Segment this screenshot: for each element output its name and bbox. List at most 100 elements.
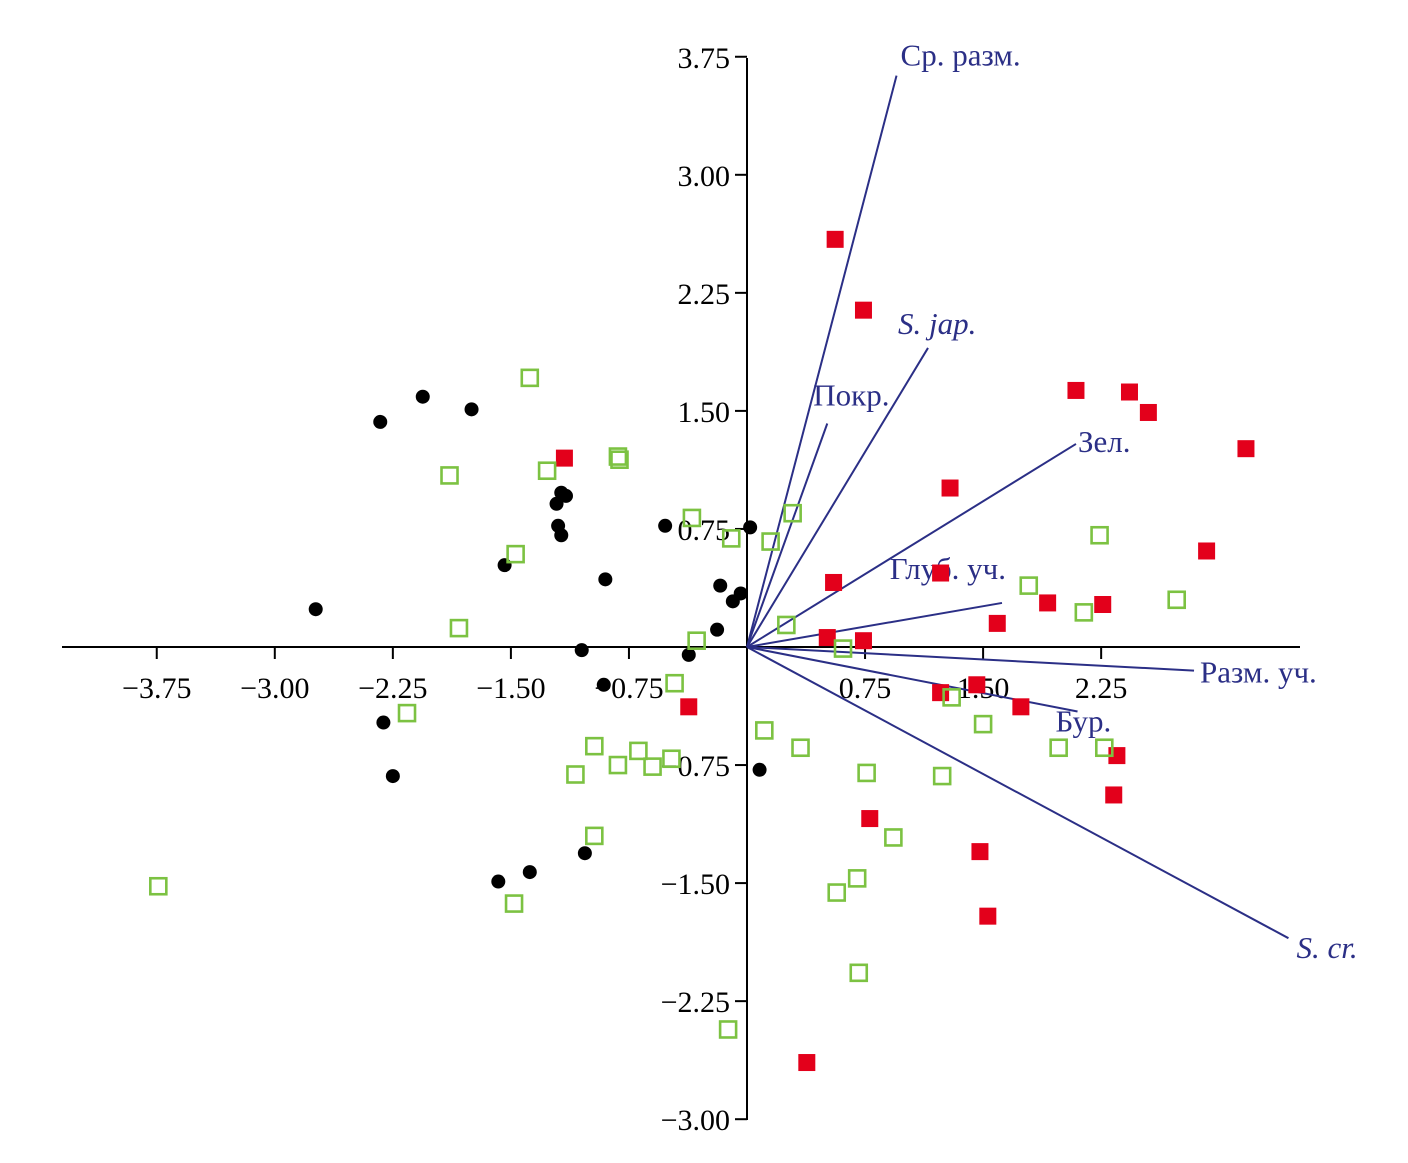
point-green-open-square xyxy=(791,738,810,758)
point-green-open-square xyxy=(585,736,604,756)
point-red-square xyxy=(1039,594,1057,612)
point-red-square xyxy=(555,449,573,467)
point-red-square xyxy=(1105,786,1123,804)
vector-line xyxy=(746,347,929,648)
point-green-open-square xyxy=(847,869,867,888)
point-green-open-square xyxy=(566,765,585,784)
point-black-circle xyxy=(415,389,430,404)
y-tick-label: −2.25 xyxy=(661,986,730,1019)
vector-line xyxy=(746,443,1077,648)
point-green-open-square xyxy=(520,368,540,388)
point-green-open-square xyxy=(665,673,684,693)
point-red-square xyxy=(680,698,698,716)
point-green-open-square xyxy=(608,755,628,775)
point-green-open-square xyxy=(537,461,557,481)
point-red-square xyxy=(1120,383,1138,401)
point-black-circle xyxy=(464,402,479,417)
point-red-square xyxy=(854,301,872,319)
point-green-open-square xyxy=(857,763,876,783)
point-black-circle xyxy=(554,528,569,543)
point-red-square xyxy=(854,632,872,650)
vector-label: Покр. xyxy=(813,377,889,412)
point-black-circle xyxy=(376,715,391,730)
y-tick-label: 1.50 xyxy=(678,396,731,429)
point-green-open-square xyxy=(884,828,903,847)
point-red-square xyxy=(1067,381,1085,399)
x-tick-label: −2.25 xyxy=(358,672,427,705)
point-green-open-square xyxy=(777,615,796,635)
vector-line xyxy=(746,423,829,648)
point-red-square xyxy=(861,810,879,828)
vector-label: Зел. xyxy=(1078,424,1131,459)
point-green-open-square xyxy=(1074,603,1094,622)
point-black-circle xyxy=(733,586,748,601)
point-black-circle xyxy=(598,572,613,587)
point-black-circle xyxy=(713,578,728,593)
point-red-square xyxy=(825,573,843,591)
point-green-open-square xyxy=(682,508,702,528)
point-black-circle xyxy=(491,874,506,889)
point-green-open-square xyxy=(629,741,648,761)
point-green-open-square xyxy=(827,883,847,902)
point-red-square xyxy=(988,614,1006,632)
point-green-open-square xyxy=(643,757,662,776)
point-green-open-square xyxy=(973,714,993,734)
point-green-open-square xyxy=(1094,738,1114,758)
point-green-open-square xyxy=(608,447,628,466)
point-black-circle xyxy=(497,558,512,573)
point-red-square xyxy=(979,907,997,925)
point-red-square xyxy=(941,479,959,497)
x-tick-label: 0.75 xyxy=(839,672,892,705)
point-green-open-square xyxy=(783,503,802,523)
vector-label: S. jap. xyxy=(898,306,976,341)
point-green-open-square xyxy=(849,963,869,983)
x-tick-label: −3.00 xyxy=(240,672,309,705)
point-green-open-square xyxy=(755,721,774,740)
point-black-circle xyxy=(596,677,611,692)
x-tick-label: −3.75 xyxy=(122,672,191,705)
point-green-open-square xyxy=(585,826,604,846)
vector-label: S. cr. xyxy=(1296,930,1357,965)
vector-label: Ср. разм. xyxy=(901,38,1021,73)
y-tick-label: −1.50 xyxy=(661,868,730,901)
point-green-open-square xyxy=(397,703,417,723)
point-green-open-square xyxy=(1019,576,1039,595)
vectors: Ср. разм.S. jap.Покр.Зел.Глуб. уч.Разм. … xyxy=(746,38,1358,965)
point-red-square xyxy=(971,843,989,861)
point-green-open-square xyxy=(662,749,681,769)
point-green-open-square xyxy=(932,766,952,786)
vector-line xyxy=(746,601,1003,648)
point-red-square xyxy=(932,564,950,582)
point-black-circle xyxy=(574,643,589,658)
point-green-open-square xyxy=(610,450,629,469)
point-green-open-square xyxy=(506,544,525,564)
point-red-square xyxy=(1012,698,1030,716)
point-red-square xyxy=(826,230,844,248)
point-black-circle xyxy=(658,518,673,533)
point-green-open-square xyxy=(1167,590,1187,610)
point-green-open-square xyxy=(149,876,168,896)
point-black-circle xyxy=(577,846,592,861)
point-green-open-square xyxy=(1090,525,1109,545)
vector-line xyxy=(746,646,1289,940)
data-points xyxy=(149,230,1255,1072)
point-red-square xyxy=(1139,403,1157,421)
point-red-square xyxy=(968,676,986,694)
axes: −3.75−3.00−2.25−1.50−0.750.751.502.253.7… xyxy=(62,42,1300,1137)
point-black-circle xyxy=(385,769,400,784)
point-green-open-square xyxy=(721,529,741,548)
y-tick-label: 0.75 xyxy=(678,514,731,547)
y-tick-label: 3.75 xyxy=(678,42,731,75)
point-red-square xyxy=(798,1054,816,1072)
point-red-square xyxy=(1198,542,1216,560)
y-tick-label: 3.00 xyxy=(678,160,731,193)
point-black-circle xyxy=(558,488,573,503)
x-tick-label: 2.25 xyxy=(1075,672,1128,705)
vector-label: Разм. уч. xyxy=(1200,655,1317,690)
point-green-open-square xyxy=(440,466,459,485)
point-green-open-square xyxy=(449,618,469,638)
point-green-open-square xyxy=(687,631,706,651)
y-tick-label: −3.00 xyxy=(661,1104,730,1137)
point-red-square xyxy=(1237,440,1255,458)
